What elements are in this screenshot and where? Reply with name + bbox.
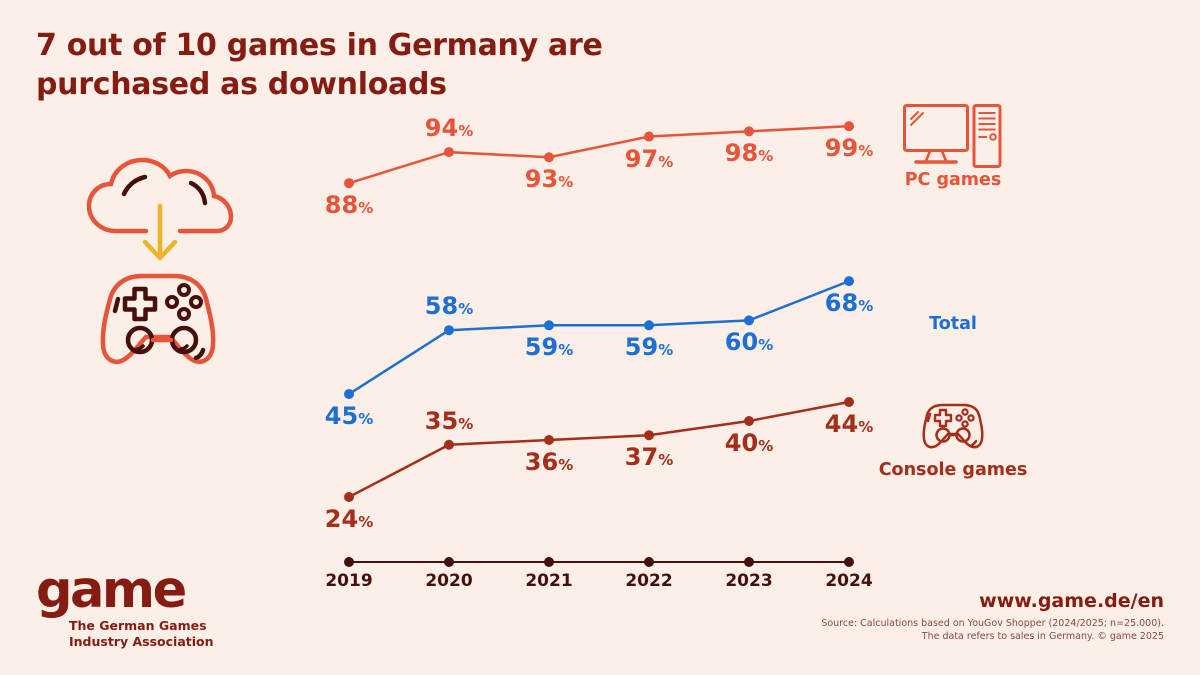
data-point xyxy=(844,276,854,287)
data-point xyxy=(744,315,754,326)
data-point xyxy=(544,435,554,445)
desktop-pc-icon xyxy=(903,104,1003,176)
axis-tick-dot xyxy=(544,557,554,567)
legend-console-label: Console games xyxy=(878,460,1028,480)
data-point xyxy=(444,325,454,336)
axis-tick-dot xyxy=(644,557,654,567)
data-point xyxy=(344,389,354,400)
source-line1: Source: Calculations based on YouGov Sho… xyxy=(821,618,1164,629)
source-line2: The data refers to sales in Germany. © g… xyxy=(921,630,1164,642)
legend-pc-label: PC games xyxy=(904,170,1002,190)
data-point xyxy=(344,492,354,502)
website-url: www.game.de/en xyxy=(979,590,1164,612)
data-point xyxy=(844,121,854,132)
logo-subtitle: The German Games Industry Association xyxy=(69,618,214,649)
cloud-icon xyxy=(86,157,234,234)
axis-tick-dot xyxy=(744,557,754,567)
data-point xyxy=(644,131,654,142)
page-title: 7 out of 10 games in Germany are purchas… xyxy=(36,28,603,102)
data-point xyxy=(544,152,554,163)
download-arrow-icon xyxy=(142,203,178,261)
gamepad-icon xyxy=(913,402,993,460)
logo-subtitle-line1: The German Games xyxy=(69,618,207,633)
data-point xyxy=(744,126,754,137)
series-line xyxy=(348,279,850,396)
data-point xyxy=(444,439,454,450)
data-point xyxy=(444,147,454,158)
data-point xyxy=(644,320,654,331)
data-point xyxy=(544,320,554,331)
legend-pc-games: PC games xyxy=(903,170,1003,190)
axis-tick-dot xyxy=(844,557,854,567)
series-line xyxy=(348,400,850,499)
source-note: Source: Calculations based on YouGov Sho… xyxy=(821,618,1164,643)
axis-tick-dot xyxy=(444,557,454,567)
data-point xyxy=(344,178,354,189)
cloud-download-controller-illustration xyxy=(84,156,236,382)
controller-icon xyxy=(100,273,216,364)
legend-console-games: Console games xyxy=(873,460,1033,480)
data-point xyxy=(844,397,854,407)
axis-tick-dot xyxy=(344,557,354,567)
series-line xyxy=(348,124,850,185)
game-association-logo: game The German Games Industry Associati… xyxy=(36,561,214,649)
data-point xyxy=(644,430,654,441)
logo-wordmark: game xyxy=(36,561,187,620)
legend-total: Total xyxy=(873,314,1033,334)
data-point xyxy=(744,416,754,426)
legend-total-label: Total xyxy=(929,314,977,334)
logo-subtitle-line2: Industry Association xyxy=(69,633,214,649)
